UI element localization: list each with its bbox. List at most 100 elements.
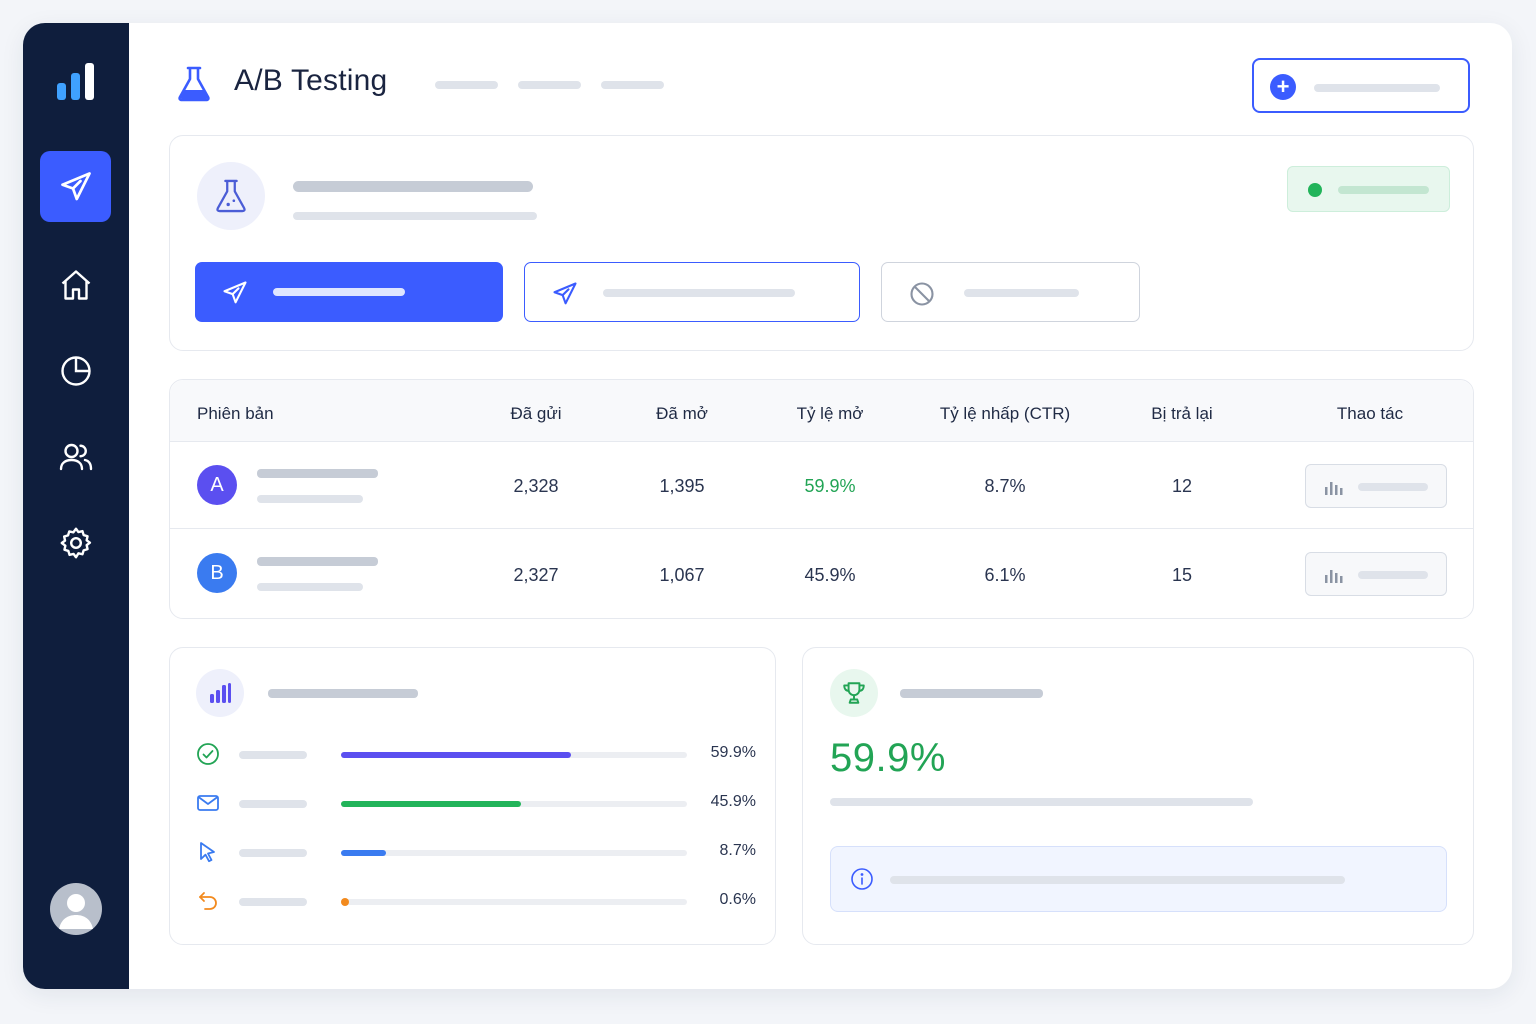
metric-row-delivered: 45.9% [196, 791, 756, 815]
progress-fill [341, 898, 349, 906]
page-title: A/B Testing [234, 64, 388, 97]
metric-value: 45.9% [710, 793, 756, 810]
test-overview-card [169, 135, 1474, 351]
column-header-bounced: Bị trả lại [1151, 404, 1213, 423]
metric-label-placeholder [239, 849, 307, 857]
undo-icon [199, 892, 217, 910]
avatar[interactable] [50, 883, 102, 935]
winner-open-rate: 59.9% [830, 736, 946, 780]
status-label-placeholder [1338, 186, 1429, 194]
cell-sent: 2,328 [513, 476, 559, 496]
version-badge: B [197, 553, 237, 593]
progress-fill [341, 850, 386, 856]
winner-description-placeholder [830, 798, 1253, 806]
metric-label-placeholder [239, 800, 307, 808]
breadcrumb-placeholder [435, 81, 498, 89]
progress-track [341, 850, 687, 856]
cell-ctr: 8.7% [984, 476, 1026, 496]
progress-track [341, 752, 687, 758]
bar-chart-icon [1325, 482, 1343, 495]
metric-row-click: 8.7% [196, 840, 756, 864]
info-text-placeholder [890, 876, 1345, 884]
mail-icon [197, 795, 219, 811]
version-subject-placeholder [257, 583, 363, 591]
metric-value: 8.7% [719, 842, 756, 859]
view-report-button[interactable] [1305, 552, 1447, 596]
progress-fill [341, 752, 572, 758]
button-label-placeholder [273, 288, 405, 296]
button-label-placeholder [1358, 483, 1428, 491]
column-header-ctr: Tỷ lệ nhấp (CTR) [939, 404, 1071, 423]
winner-card: 59.9% [802, 647, 1474, 945]
app-window: A/B Testing + [23, 23, 1512, 989]
gear-icon [60, 527, 91, 558]
cell-open-rate: 59.9% [804, 476, 856, 496]
cell-ctr: 6.1% [984, 565, 1026, 585]
send-test-button[interactable] [524, 262, 860, 322]
main-content: A/B Testing + [129, 23, 1512, 989]
test-name-placeholder [293, 181, 533, 192]
sidebar-item-contacts[interactable] [40, 421, 111, 492]
metric-label-placeholder [239, 898, 307, 906]
progress-fill [341, 801, 521, 807]
winner-icon-badge [830, 669, 878, 717]
info-note [830, 846, 1447, 912]
check-circle-icon [197, 743, 219, 765]
sidebar-item-campaigns[interactable] [40, 151, 111, 222]
send-icon [223, 281, 247, 304]
stop-test-button[interactable] [881, 262, 1140, 322]
cell-open-rate: 45.9% [804, 565, 856, 585]
view-report-button[interactable] [1305, 464, 1447, 508]
bar-chart-icon [210, 683, 231, 703]
test-subtitle-placeholder [293, 212, 537, 220]
user-avatar-icon [59, 894, 93, 929]
info-icon [851, 868, 873, 890]
sidebar-item-settings[interactable] [40, 507, 111, 578]
version-name-placeholder [257, 557, 378, 566]
metric-row-bounce: 0.6% [196, 889, 756, 913]
winner-title-placeholder [900, 689, 1043, 698]
metric-row-open: 59.9% [196, 742, 756, 766]
sidebar-item-home[interactable] [40, 249, 111, 320]
column-header-sent: Đã gửi [510, 404, 562, 423]
button-label-placeholder [964, 289, 1079, 297]
logo-icon [57, 63, 94, 100]
column-header-open-rate: Tỷ lệ mở [796, 404, 864, 423]
ban-icon [910, 282, 934, 306]
metrics-icon-badge [196, 669, 244, 717]
users-icon [59, 443, 92, 470]
breadcrumb-placeholder [518, 81, 581, 89]
column-header-opened: Đã mở [656, 404, 708, 423]
button-label-placeholder [1358, 571, 1428, 579]
table-header: Phiên bản Đã gửi Đã mở Tỷ lệ mở Tỷ lệ nh… [170, 380, 1473, 442]
cell-opened: 1,395 [659, 476, 705, 496]
version-subject-placeholder [257, 495, 363, 503]
cursor-icon [200, 842, 215, 863]
flask-icon [216, 179, 246, 213]
plus-icon: + [1270, 74, 1296, 100]
cell-opened: 1,067 [659, 565, 705, 585]
version-badge: A [197, 465, 237, 505]
home-icon [61, 269, 90, 300]
metrics-card: 59.9% 45.9% 8.7% [169, 647, 776, 945]
send-winner-button[interactable] [195, 262, 503, 322]
column-header-actions: Thao tác [1336, 404, 1404, 423]
metric-value: 0.6% [719, 891, 756, 908]
metric-value: 59.9% [710, 744, 756, 761]
row-divider [170, 528, 1473, 529]
progress-track [341, 801, 687, 807]
breadcrumb-placeholder [601, 81, 664, 89]
bar-chart-icon [1325, 570, 1343, 583]
versions-table: Phiên bản Đã gửi Đã mở Tỷ lệ mở Tỷ lệ nh… [169, 379, 1474, 619]
flask-icon [178, 66, 210, 102]
column-header-version: Phiên bản [197, 404, 274, 423]
cell-sent: 2,327 [513, 565, 559, 585]
sidebar-item-reports[interactable] [40, 335, 111, 406]
button-label-placeholder [603, 289, 795, 297]
button-label-placeholder [1314, 84, 1440, 92]
test-icon-badge [197, 162, 265, 230]
cell-bounced: 12 [1171, 476, 1193, 496]
metrics-title-placeholder [268, 689, 418, 698]
status-dot [1308, 183, 1322, 197]
create-test-button[interactable]: + [1252, 58, 1470, 113]
